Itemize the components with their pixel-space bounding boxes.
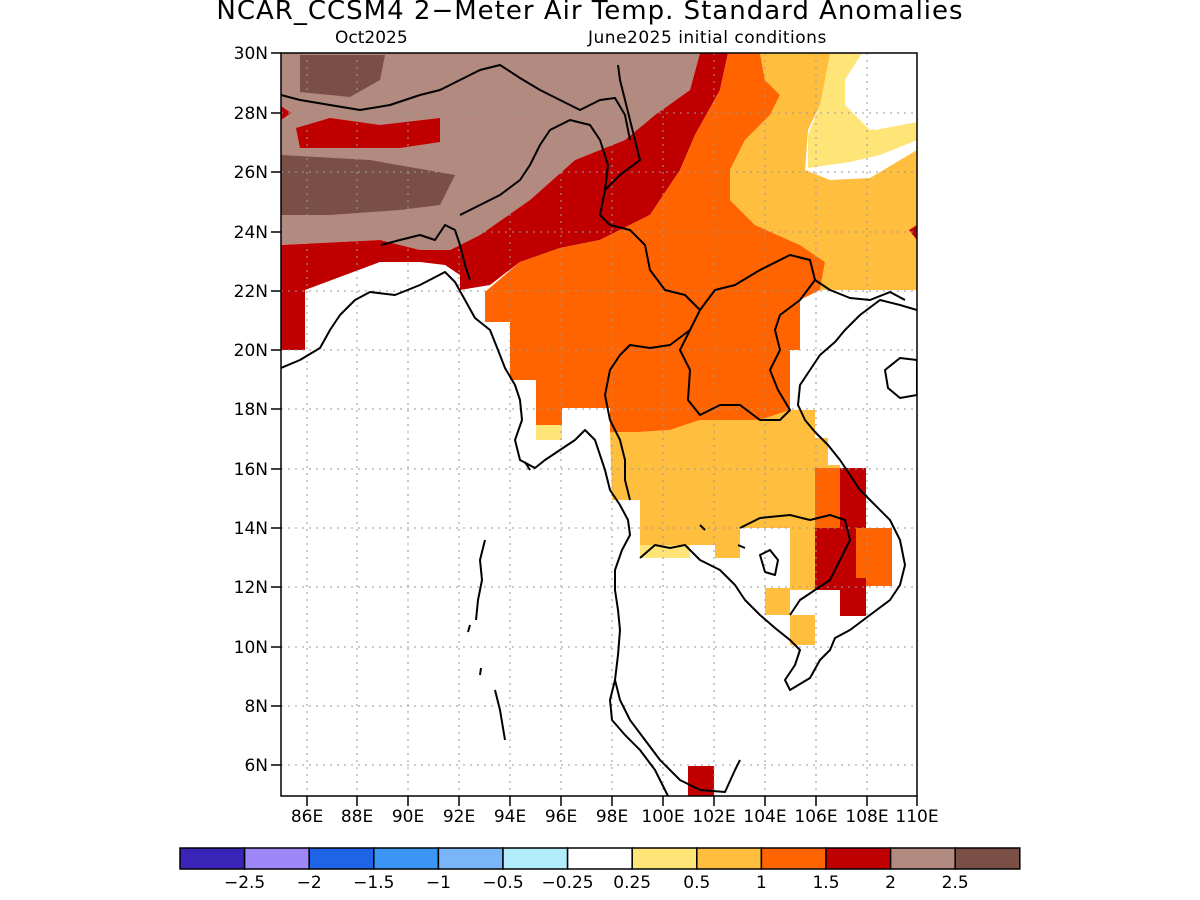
lake-tonle-sap xyxy=(759,549,779,576)
graticule xyxy=(281,53,917,796)
longitude-labels: 86E 88E 90E 92E 94E 96E 98E 100E 102E 10… xyxy=(291,807,939,827)
lon-label: 90E xyxy=(392,807,424,827)
border-vietnam-china xyxy=(814,279,906,301)
colorbar-label: −0.25 xyxy=(542,873,594,893)
colorbar-label: 0.25 xyxy=(613,873,651,893)
lon-label: 96E xyxy=(545,807,577,827)
anomaly-region-0.25-0.5-ne xyxy=(808,53,917,168)
anomaly-region-1.5-2-edge-east xyxy=(909,225,917,240)
lon-label: 98E xyxy=(596,807,628,827)
colorbar-label: 1 xyxy=(756,873,767,893)
lat-label: 14N xyxy=(234,519,268,539)
border-bangladesh xyxy=(380,224,471,281)
colorbar-label: −2.5 xyxy=(224,873,265,893)
anomaly-region-1.5-2-north xyxy=(296,118,440,148)
colorbar-label: 2.5 xyxy=(942,873,969,893)
lon-label: 108E xyxy=(845,807,888,827)
coastline-gulf-of-thailand xyxy=(639,299,917,691)
border-india-myanmar xyxy=(459,119,701,501)
islands-andaman xyxy=(467,539,506,741)
anomaly-region-gt2.5-nw xyxy=(300,55,385,97)
anomaly-region-1.5-2-malaysia xyxy=(688,766,714,796)
colorbar-label: 1.5 xyxy=(812,873,839,893)
anomaly-fill-layer xyxy=(281,53,917,796)
lon-label: 88E xyxy=(341,807,373,827)
coastline-bay-of-bengal xyxy=(281,271,741,793)
anomaly-region-neutral-ne xyxy=(845,53,917,130)
lon-label: 110E xyxy=(895,807,938,827)
lon-label: 104E xyxy=(743,807,786,827)
anomaly-region-0.5-1-south xyxy=(610,410,840,645)
lon-label: 92E xyxy=(443,807,475,827)
colorbar-swatch xyxy=(696,847,763,870)
anomaly-region-0.5-1-ne xyxy=(730,53,917,290)
anomaly-region-0.25-0.5-myanmar xyxy=(536,425,562,440)
lat-label: 28N xyxy=(234,104,268,124)
border-china-myanmar xyxy=(604,64,641,191)
colorbar-label: 2 xyxy=(885,873,896,893)
colorbar-label: 0.5 xyxy=(683,873,710,893)
colorbar-swatch xyxy=(954,847,1021,870)
anomaly-region-1.5-2-band xyxy=(281,53,728,350)
lat-label: 10N xyxy=(234,638,268,658)
colorbar-swatch xyxy=(179,847,246,870)
colorbar-swatch xyxy=(243,847,310,870)
border-himalaya xyxy=(281,64,631,141)
anomaly-region-gt2.5-w xyxy=(281,155,455,215)
lon-label: 86E xyxy=(291,807,323,827)
colorbar-label: −1 xyxy=(426,873,451,893)
latitude-labels: 30N 28N 26N 24N 22N 20N 18N 16N 14N 12N … xyxy=(234,44,268,776)
lat-label: 12N xyxy=(234,578,268,598)
colorbar-swatch xyxy=(502,847,569,870)
colorbar-swatch xyxy=(566,847,633,870)
colorbar-label: −2 xyxy=(297,873,322,893)
colorbar xyxy=(179,847,1021,870)
colorbar-swatch xyxy=(437,847,504,870)
initial-conditions-label: June2025 initial conditions xyxy=(588,28,827,48)
colorbar-labels: −2.5 −2 −1.5 −1 −0.5 −0.25 0.25 0.5 1 1.5 2 2.5 xyxy=(224,873,969,893)
map-title: NCAR_CCSM4 2−Meter Air Temp. Standard An… xyxy=(216,0,964,26)
lat-label: 20N xyxy=(234,341,268,361)
lon-label: 102E xyxy=(692,807,735,827)
anomaly-region-1.5-2-vietnam xyxy=(815,468,866,616)
plot-frame xyxy=(280,52,918,797)
lat-label: 24N xyxy=(234,223,268,243)
lat-label: 26N xyxy=(234,163,268,183)
lon-label: 94E xyxy=(494,807,526,827)
lat-label: 30N xyxy=(234,44,268,64)
border-laos xyxy=(679,254,816,421)
tick-marks xyxy=(271,52,918,806)
lat-label: 22N xyxy=(234,282,268,302)
border-cambodia xyxy=(739,514,851,616)
colorbar-label: −1.5 xyxy=(353,873,394,893)
colorbar-swatch xyxy=(889,847,956,870)
lat-label: 16N xyxy=(234,460,268,480)
lat-label: 8N xyxy=(244,697,268,717)
anomaly-region-1.5-2-edge xyxy=(281,106,291,120)
colorbar-swatch xyxy=(631,847,698,870)
colorbar-swatch xyxy=(373,847,440,870)
lat-label: 6N xyxy=(244,756,268,776)
colorbar-swatch xyxy=(308,847,375,870)
lat-label: 18N xyxy=(234,400,268,420)
islands-misc xyxy=(524,461,746,549)
lon-label: 100E xyxy=(641,807,684,827)
coastline-hainan xyxy=(884,357,917,399)
colorbar-swatch xyxy=(825,847,892,870)
coastlines-and-borders xyxy=(281,64,917,796)
anomaly-region-1-1.5-main xyxy=(485,53,825,432)
lon-label: 106E xyxy=(794,807,837,827)
coastline-malay-peninsula xyxy=(609,679,669,796)
colorbar-swatch xyxy=(760,847,827,870)
forecast-month: Oct2025 xyxy=(335,28,408,48)
colorbar-label: −0.5 xyxy=(482,873,523,893)
